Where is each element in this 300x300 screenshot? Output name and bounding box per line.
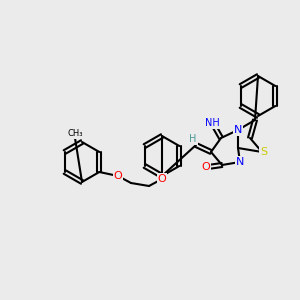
Text: S: S [260, 147, 268, 157]
Text: NH: NH [205, 118, 219, 128]
Text: N: N [234, 125, 242, 135]
Text: O: O [202, 162, 210, 172]
Text: O: O [114, 171, 122, 181]
Text: N: N [236, 157, 244, 167]
Text: H: H [189, 134, 197, 144]
Text: O: O [158, 174, 166, 184]
Text: CH₃: CH₃ [67, 130, 83, 139]
